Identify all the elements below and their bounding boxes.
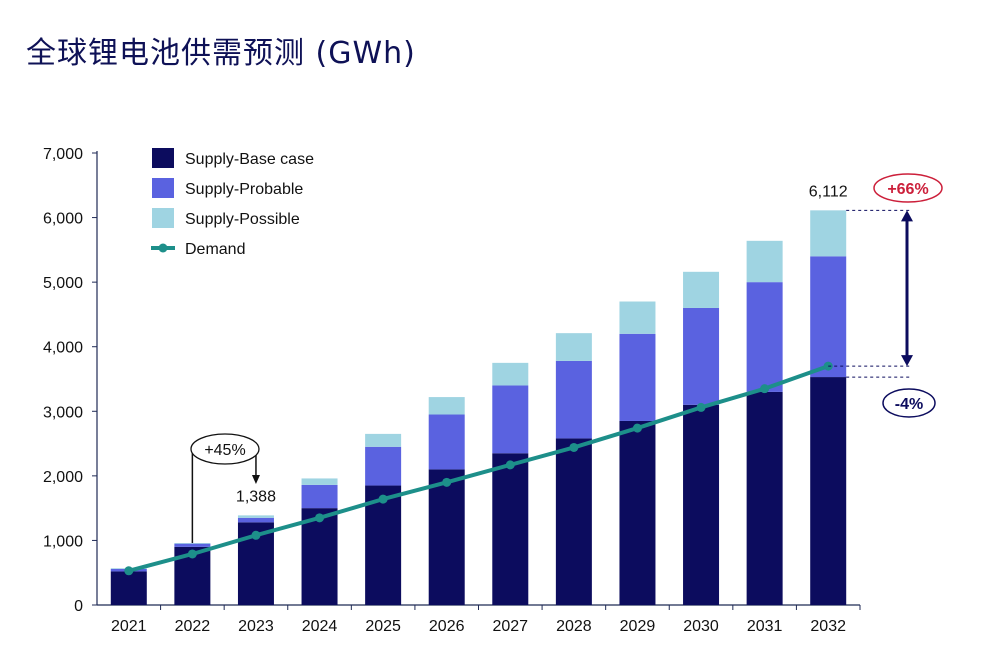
value-label-2023: 1,388	[236, 488, 276, 505]
demand-gap-text: -4%	[895, 396, 923, 413]
x-tick-label: 2024	[302, 618, 338, 635]
bar-supply-probable	[683, 307, 720, 405]
x-tick-label: 2032	[810, 618, 846, 635]
growth-arrowhead	[251, 475, 260, 484]
growth-badge-text: +45%	[204, 442, 245, 459]
x-tick-label: 2031	[747, 618, 783, 635]
y-tick-label: 5,000	[43, 275, 83, 292]
bar-supply-possible	[746, 240, 783, 283]
bar-supply-probable	[301, 484, 338, 509]
x-tick-label: 2030	[683, 618, 719, 635]
supply-gap-text: +66%	[887, 181, 928, 198]
y-tick-label: 6,000	[43, 211, 83, 228]
demand-gap-badge	[882, 388, 936, 418]
demand-point	[760, 384, 770, 394]
axes-layer: 0 1,000 2,000 3,000 4,000 5,000 6,000 7,000 2021…	[43, 146, 861, 635]
bar-supply-base	[555, 438, 592, 605]
x-tick-label: 2022	[175, 618, 211, 635]
bar-supply-base	[110, 571, 147, 605]
x-tick-label: 2026	[429, 618, 465, 635]
annotations-layer: 1,388 +45% 6,112 +66% -4%	[190, 173, 943, 544]
x-tick-label: 2021	[111, 618, 147, 635]
bars-layer	[110, 210, 847, 605]
legend-point-swatch	[158, 243, 168, 253]
bar-supply-probable	[619, 333, 656, 421]
legend-label: Demand	[185, 241, 245, 258]
bar-supply-possible	[301, 478, 338, 485]
bar-supply-probable	[555, 360, 592, 439]
bar-supply-base	[492, 453, 529, 605]
x-tick-label: 2028	[556, 618, 592, 635]
bar-supply-possible	[428, 397, 465, 415]
bar-supply-probable	[746, 282, 783, 392]
bar-supply-probable	[237, 517, 274, 523]
gap-arrowhead-up	[901, 210, 913, 222]
bar-supply-probable	[810, 256, 847, 378]
bar-supply-probable	[428, 414, 465, 470]
demand-point	[251, 530, 261, 540]
bar-supply-base	[301, 508, 338, 605]
demand-layer	[124, 361, 833, 576]
chart-title: 全球锂电池供需预测 (GWh)	[26, 36, 416, 71]
x-tick-label: 2025	[365, 618, 401, 635]
bar-supply-possible	[555, 333, 592, 361]
demand-point	[378, 494, 388, 504]
gap-arrowhead-down	[901, 355, 913, 367]
legend-swatch	[152, 208, 174, 228]
bar-supply-base	[619, 420, 656, 605]
legend-swatch	[152, 178, 174, 198]
growth-badge	[190, 433, 260, 465]
y-tick-label: 4,000	[43, 340, 83, 357]
legend-label: Supply-Possible	[185, 211, 300, 228]
demand-point	[315, 513, 325, 523]
bar-supply-base	[365, 485, 402, 605]
demand-point	[696, 402, 706, 412]
demand-point	[124, 566, 134, 576]
bar-supply-possible	[365, 433, 402, 447]
bar-supply-base	[683, 404, 720, 605]
legend-swatch	[152, 148, 174, 168]
demand-point	[442, 477, 452, 487]
y-tick-label: 2,000	[43, 469, 83, 486]
demand-point	[505, 460, 515, 470]
demand-line	[128, 364, 829, 573]
bar-supply-possible	[619, 301, 656, 334]
bar-supply-probable	[174, 543, 211, 547]
demand-point	[187, 549, 197, 559]
bar-supply-probable	[365, 446, 402, 486]
supply-gap-badge	[873, 173, 943, 203]
x-tick-label: 2029	[620, 618, 656, 635]
bar-supply-possible	[492, 362, 529, 386]
legend: Supply-Base case Supply-Probable Supply-Po…	[151, 148, 314, 258]
bar-supply-possible	[810, 210, 847, 257]
bar-supply-base	[746, 391, 783, 605]
bar-supply-possible	[174, 543, 211, 544]
legend-label: Supply-Probable	[185, 181, 303, 198]
demand-point	[632, 423, 642, 433]
bar-supply-possible	[683, 271, 720, 308]
value-label-2032: 6,112	[809, 183, 848, 200]
x-tick-label: 2023	[238, 618, 274, 635]
bar-supply-probable	[492, 385, 529, 454]
legend-label: Supply-Base case	[185, 151, 314, 168]
y-tick-label: 0	[74, 598, 83, 615]
y-tick-label: 1,000	[43, 533, 83, 550]
demand-point	[569, 442, 579, 452]
x-tick-label: 2027	[492, 618, 528, 635]
bar-supply-base	[428, 469, 465, 605]
bar-supply-base	[810, 377, 847, 605]
y-tick-label: 3,000	[43, 404, 83, 421]
y-tick-label: 7,000	[43, 146, 83, 163]
bar-supply-possible	[237, 515, 274, 518]
